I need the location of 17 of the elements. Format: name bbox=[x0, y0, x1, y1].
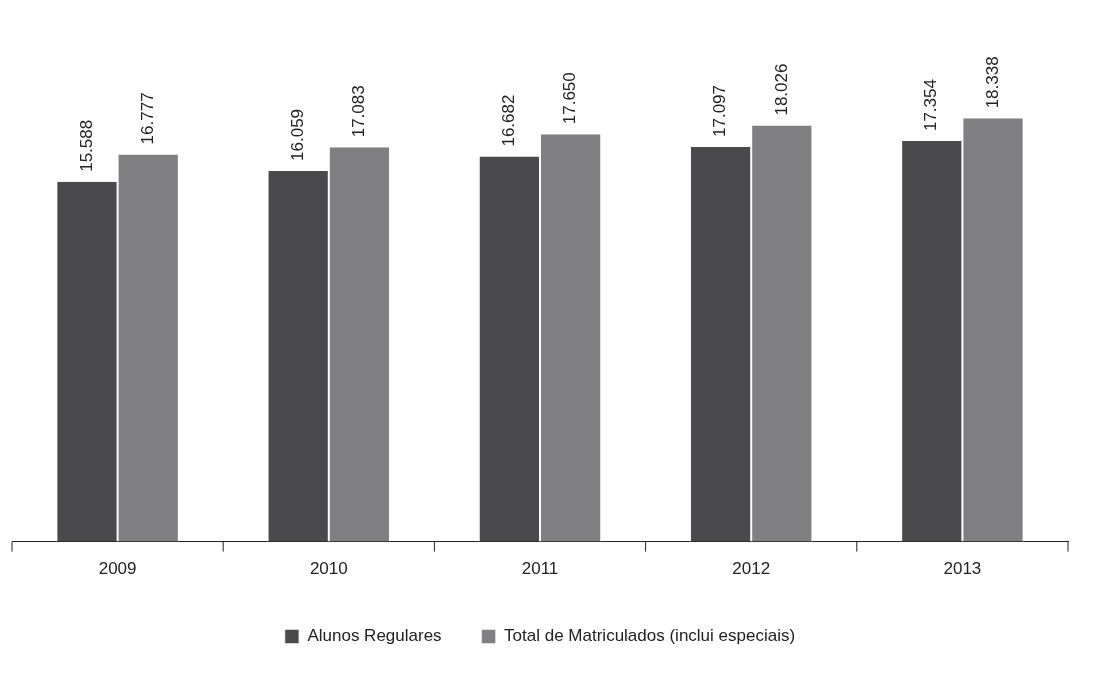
data-label: 17.083 bbox=[349, 85, 369, 138]
data-label: 17.650 bbox=[560, 72, 580, 125]
data-label: 17.354 bbox=[921, 79, 941, 132]
data-label: 15.588 bbox=[76, 119, 96, 172]
x-tick-label: 2011 bbox=[521, 559, 559, 579]
data-label: 16.682 bbox=[499, 94, 519, 147]
legend-label: Total de Matriculados (inclui especiais) bbox=[504, 626, 796, 646]
x-tick-label: 2010 bbox=[309, 559, 348, 579]
legend-label: Alunos Regulares bbox=[307, 626, 442, 646]
x-tick-label: 2009 bbox=[98, 559, 137, 579]
data-label: 18.338 bbox=[982, 56, 1002, 109]
data-label: 17.097 bbox=[710, 85, 730, 137]
x-tick-label: 2012 bbox=[732, 559, 771, 579]
data-label: 16.777 bbox=[137, 92, 157, 145]
x-tick-label: 2013 bbox=[943, 559, 982, 579]
data-label: 16.059 bbox=[287, 108, 307, 161]
data-label: 18.026 bbox=[771, 63, 791, 116]
